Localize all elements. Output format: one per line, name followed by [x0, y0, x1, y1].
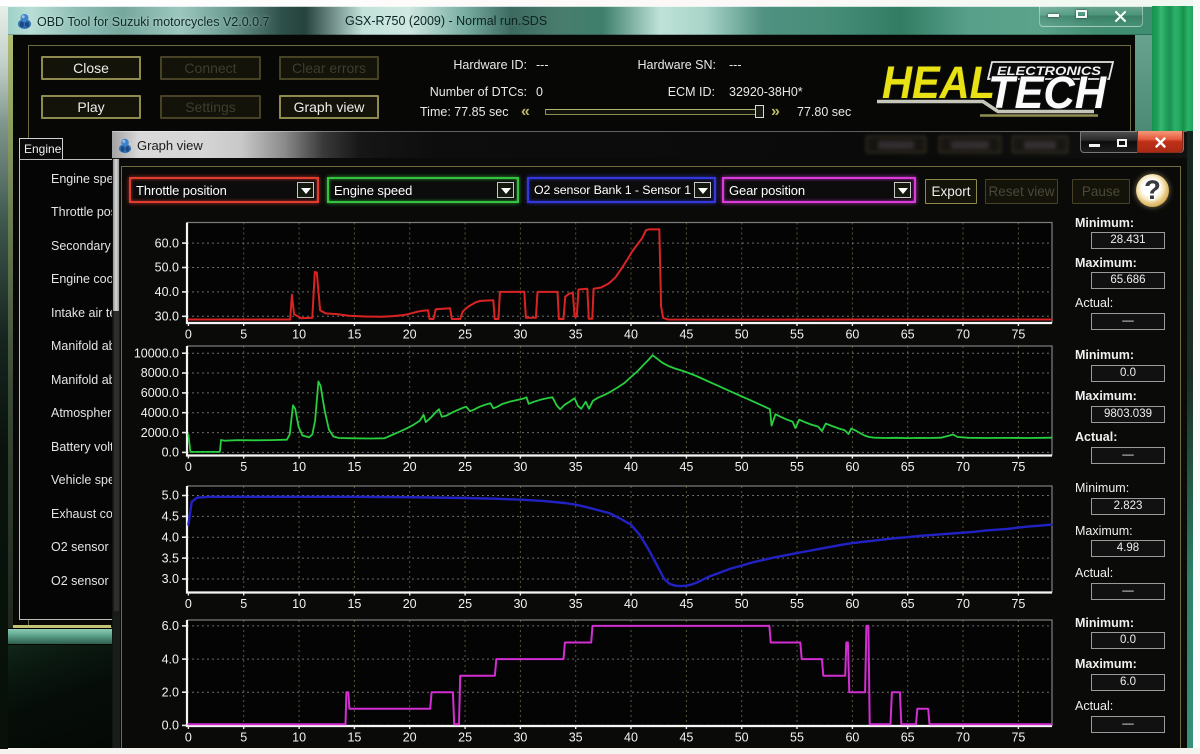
svg-text:40: 40 [624, 731, 638, 745]
svg-text:4000.0: 4000.0 [141, 406, 179, 420]
svg-text:65: 65 [901, 731, 915, 745]
svg-text:20: 20 [403, 731, 417, 745]
svg-text:10: 10 [292, 731, 306, 745]
svg-text:30: 30 [513, 460, 527, 474]
svg-text:45: 45 [679, 597, 693, 611]
svg-text:30.0: 30.0 [155, 310, 179, 324]
svg-text:5: 5 [240, 597, 247, 611]
svg-text:55: 55 [790, 328, 804, 342]
svg-text:75: 75 [1011, 328, 1025, 342]
svg-text:60: 60 [845, 460, 859, 474]
svg-text:20: 20 [403, 328, 417, 342]
svg-text:40: 40 [624, 597, 638, 611]
svg-text:4.0: 4.0 [162, 530, 179, 544]
svg-text:10: 10 [292, 597, 306, 611]
svg-text:50: 50 [735, 597, 749, 611]
svg-text:45: 45 [679, 731, 693, 745]
svg-text:40: 40 [624, 460, 638, 474]
svg-text:50: 50 [735, 731, 749, 745]
svg-text:60: 60 [845, 328, 859, 342]
svg-text:10000.0: 10000.0 [134, 346, 179, 360]
svg-text:75: 75 [1011, 731, 1025, 745]
svg-text:55: 55 [790, 597, 804, 611]
svg-text:35: 35 [569, 597, 583, 611]
svg-text:35: 35 [569, 460, 583, 474]
svg-text:75: 75 [1011, 460, 1025, 474]
svg-text:15: 15 [347, 460, 361, 474]
svg-text:4.5: 4.5 [162, 510, 179, 524]
svg-text:10: 10 [292, 460, 306, 474]
svg-text:50.0: 50.0 [155, 261, 179, 275]
svg-text:2.0: 2.0 [162, 685, 179, 699]
svg-text:60: 60 [845, 731, 859, 745]
svg-text:50: 50 [735, 460, 749, 474]
svg-text:25: 25 [458, 731, 472, 745]
svg-text:30: 30 [513, 328, 527, 342]
svg-text:65: 65 [901, 460, 915, 474]
svg-text:65: 65 [901, 328, 915, 342]
svg-text:HEAL: HEAL [882, 57, 995, 108]
svg-text:35: 35 [569, 731, 583, 745]
svg-text:5: 5 [240, 328, 247, 342]
svg-text:15: 15 [347, 731, 361, 745]
svg-text:40: 40 [624, 328, 638, 342]
svg-text:3.0: 3.0 [162, 572, 179, 586]
svg-text:45: 45 [679, 460, 693, 474]
svg-text:?: ? [1144, 175, 1161, 205]
svg-text:30: 30 [513, 731, 527, 745]
svg-text:70: 70 [956, 328, 970, 342]
svg-text:ELECTRONICS: ELECTRONICS [997, 64, 1101, 78]
svg-text:0.0: 0.0 [162, 446, 179, 460]
svg-text:6.0: 6.0 [162, 619, 179, 633]
svg-text:50: 50 [735, 328, 749, 342]
svg-text:55: 55 [790, 731, 804, 745]
svg-text:2000.0: 2000.0 [141, 426, 179, 440]
svg-text:5: 5 [240, 731, 247, 745]
svg-text:8000.0: 8000.0 [141, 366, 179, 380]
svg-text:0: 0 [185, 597, 192, 611]
svg-text:4.0: 4.0 [162, 652, 179, 666]
svg-text:70: 70 [956, 731, 970, 745]
svg-text:5: 5 [240, 460, 247, 474]
svg-text:0: 0 [185, 731, 192, 745]
svg-text:5.0: 5.0 [162, 489, 179, 503]
svg-text:75: 75 [1011, 597, 1025, 611]
svg-text:20: 20 [403, 597, 417, 611]
svg-text:60: 60 [845, 597, 859, 611]
svg-text:70: 70 [956, 460, 970, 474]
svg-text:25: 25 [458, 328, 472, 342]
svg-text:55: 55 [790, 460, 804, 474]
svg-text:65: 65 [901, 597, 915, 611]
svg-text:0.0: 0.0 [162, 719, 179, 733]
svg-text:25: 25 [458, 460, 472, 474]
svg-text:70: 70 [956, 597, 970, 611]
svg-text:15: 15 [347, 597, 361, 611]
svg-text:3.5: 3.5 [162, 551, 179, 565]
svg-text:?: ? [1144, 175, 1161, 205]
svg-text:0: 0 [185, 328, 192, 342]
svg-text:60.0: 60.0 [155, 236, 179, 250]
svg-text:30: 30 [513, 597, 527, 611]
svg-text:20: 20 [403, 460, 417, 474]
svg-text:15: 15 [347, 328, 361, 342]
svg-text:10: 10 [292, 328, 306, 342]
svg-text:35: 35 [569, 328, 583, 342]
svg-text:0: 0 [185, 460, 192, 474]
svg-text:25: 25 [458, 597, 472, 611]
svg-text:6000.0: 6000.0 [141, 386, 179, 400]
svg-text:45: 45 [679, 328, 693, 342]
svg-text:40.0: 40.0 [155, 285, 179, 299]
